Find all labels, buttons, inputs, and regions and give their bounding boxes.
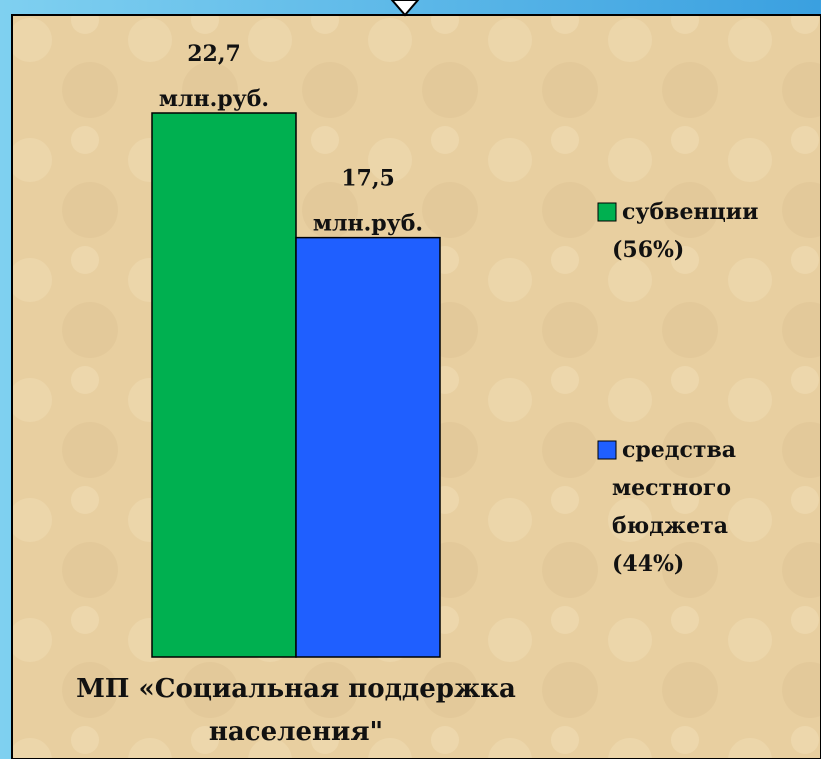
bar bbox=[151, 112, 297, 658]
plot: 22,7 млн.руб. 17,5 млн.руб. МП «Социальная п… bbox=[76, 41, 758, 747]
value-label: 22,7 млн.руб. bbox=[159, 41, 269, 112]
bar bbox=[295, 236, 441, 658]
legend-label: средства местного бюджета (44%) bbox=[612, 437, 736, 577]
arrow bbox=[390, 0, 420, 17]
x-tick-label: МП «Социальная поддержка населения" bbox=[76, 674, 516, 747]
value-label: 17,5 млн.руб. bbox=[313, 166, 423, 237]
legend-swatch bbox=[597, 440, 617, 460]
legend-label: субвенции (56%) bbox=[612, 199, 758, 263]
legend-swatch bbox=[597, 202, 617, 222]
